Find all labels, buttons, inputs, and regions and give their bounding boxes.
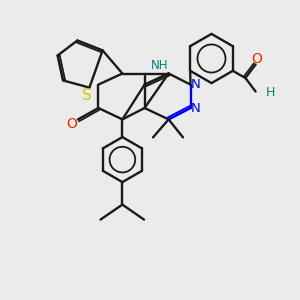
Text: O: O	[251, 52, 262, 65]
Text: N: N	[191, 77, 201, 91]
Text: N: N	[191, 102, 201, 115]
Text: NH: NH	[151, 58, 168, 72]
Text: H: H	[266, 86, 275, 100]
Text: O: O	[66, 117, 77, 131]
Text: S: S	[82, 88, 92, 104]
